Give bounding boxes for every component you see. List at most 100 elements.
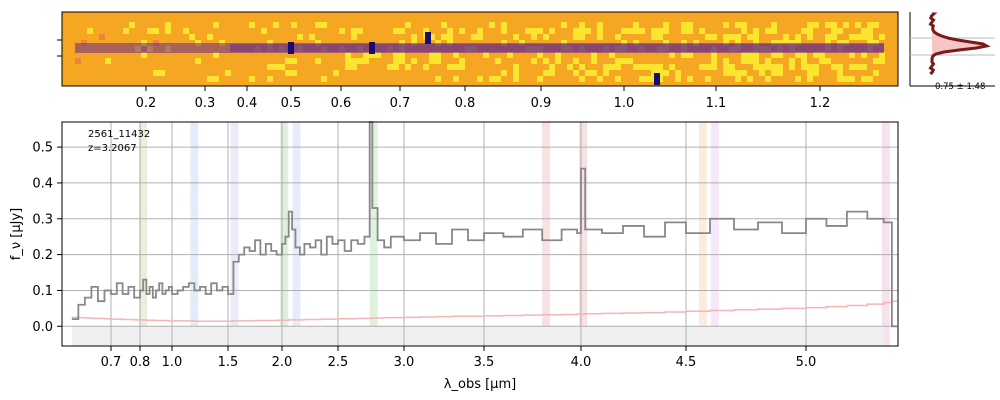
noise-pixel [705,76,711,82]
noise-pixel [489,22,495,28]
x-tick-label: 0.8 [130,355,151,370]
noise-pixel [711,58,717,64]
noise-pixel [831,22,837,28]
noise-pixel [867,22,873,28]
noise-pixel [633,28,639,34]
noise-pixel [453,64,459,70]
x-tick-label: 2.5 [328,355,349,370]
noise-pixel [663,22,669,28]
noise-pixel [729,64,735,70]
noise-pixel [759,64,765,70]
noise-pixel [735,34,741,40]
y-tick-label: 0.4 [32,176,53,191]
noise-pixel [513,34,519,40]
x-tick-label: 3.5 [474,355,495,370]
noise-pixel [759,70,765,76]
noise-pixel [861,76,867,82]
top-axis-tick-label: 1.2 [810,96,831,111]
noise-pixel [357,58,363,64]
noise-pixel [207,34,213,40]
noise-pixel [873,70,879,76]
noise-pixel [579,76,585,82]
noise-pixel [789,64,795,70]
noise-pixel [459,64,465,70]
noise-pixel [831,28,837,34]
noise-pixel [861,28,867,34]
noise-pixel [741,28,747,34]
noise-pixel [849,52,855,58]
noise-pixel [627,58,633,64]
noise-pixel [411,34,417,40]
object-id-label: 2561_11432 [88,129,150,140]
x-tick-label: 0.7 [101,355,122,370]
noise-pixel [783,34,789,40]
noise-pixel [681,52,687,58]
noise-pixel [345,64,351,70]
noise-pixel [75,58,81,64]
noise-pixel [447,64,453,70]
x-tick-label: 1.0 [162,355,183,370]
noise-pixel [753,58,759,64]
noise-pixel [753,64,759,70]
noise-pixel [831,64,837,70]
noise-pixel [213,52,219,58]
noise-pixel [405,22,411,28]
noise-pixel [867,76,873,82]
noise-pixel [309,34,315,40]
noise-pixel [99,34,105,40]
noise-pixel [867,28,873,34]
noise-pixel [159,70,165,76]
noise-pixel [285,70,291,76]
noise-pixel [627,28,633,34]
line-band [190,122,199,346]
line-band [139,122,148,346]
emission-line [425,32,431,44]
noise-pixel [399,28,405,34]
noise-pixel [441,22,447,28]
noise-pixel [429,52,435,58]
noise-pixel [663,70,669,76]
noise-pixel [579,34,585,40]
x-tick-label: 4.0 [571,355,592,370]
noise-pixel [735,22,741,28]
noise-pixel [765,28,771,34]
noise-pixel [285,58,291,64]
noise-pixel [147,28,153,34]
noise-pixel [183,28,189,34]
noise-pixel [423,28,429,34]
noise-pixel [711,64,717,70]
noise-pixel [819,58,825,64]
noise-pixel [603,64,609,70]
zero-band [71,326,884,346]
line-band [881,122,890,346]
noise-pixel [543,70,549,76]
noise-pixel [855,22,861,28]
noise-pixel [621,58,627,64]
noise-pixel [837,76,843,82]
noise-pixel [843,76,849,82]
noise-pixel [549,28,555,34]
x-tick-label: 2.0 [272,355,293,370]
noise-pixel [729,34,735,40]
noise-pixel [813,52,819,58]
noise-pixel [603,70,609,76]
noise-pixel [879,58,885,64]
noise-pixel [597,28,603,34]
noise-pixel [765,64,771,70]
top-axis-tick-label: 0.9 [531,96,552,111]
noise-pixel [567,64,573,70]
noise-pixel [267,76,273,82]
noise-pixel [639,76,645,82]
noise-pixel [801,28,807,34]
noise-pixel [387,64,393,70]
noise-pixel [747,58,753,64]
noise-pixel [705,64,711,70]
top-axis-tick-label: 0.8 [455,96,476,111]
noise-pixel [195,58,201,64]
y-tick-label: 0.2 [32,248,53,263]
noise-pixel [213,76,219,82]
noise-pixel [459,58,465,64]
x-tick-label: 3.0 [394,355,415,370]
x-tick-label: 1.5 [218,355,239,370]
